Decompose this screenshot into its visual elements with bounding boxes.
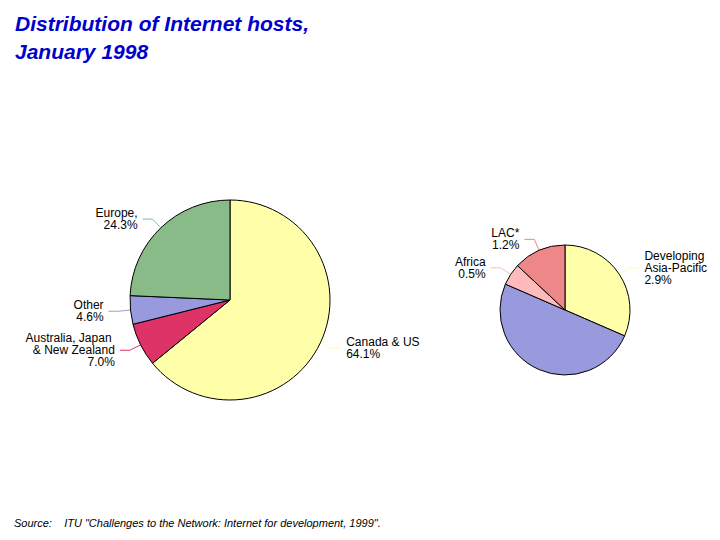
svg-text:January 1998: January 1998: [15, 40, 148, 63]
svg-text:Europe,: Europe,: [95, 206, 138, 221]
svg-text:& New Zealand: & New Zealand: [32, 343, 115, 358]
svg-text:7.0%: 7.0%: [88, 355, 116, 369]
svg-text:Other: Other: [73, 298, 104, 313]
svg-text:0.5%: 0.5%: [458, 267, 486, 281]
svg-text:24.3%: 24.3%: [104, 218, 138, 232]
svg-text:Australia, Japan: Australia, Japan: [25, 331, 115, 346]
svg-text:Asia-Pacific: Asia-Pacific: [644, 260, 708, 275]
svg-text:LAC*: LAC*: [491, 226, 520, 241]
svg-text:64.1%: 64.1%: [346, 347, 380, 361]
svg-text:Developing: Developing: [644, 248, 708, 263]
svg-text:4.6%: 4.6%: [76, 310, 104, 324]
svg-text:1.2%: 1.2%: [492, 238, 520, 252]
svg-text:2.9%: 2.9%: [644, 273, 672, 287]
svg-text:Canada & US: Canada & US: [346, 335, 420, 349]
svg-text:Source: ITU "Challenges to: Source: ITU "Challenges to the Network: …: [14, 517, 381, 529]
svg-text:Africa: Africa: [454, 254, 486, 269]
svg-text:Distribution of Internet hosts: Distribution of Internet hosts,: [15, 12, 309, 35]
